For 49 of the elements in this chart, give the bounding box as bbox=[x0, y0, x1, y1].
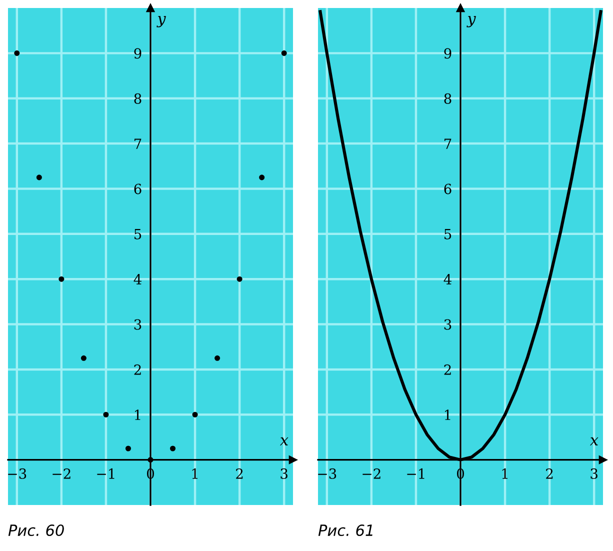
y-tick-label: 4 bbox=[134, 274, 142, 284]
x-tick-label: −1 bbox=[97, 468, 114, 479]
y-tick-label: 2 bbox=[134, 364, 141, 375]
y-tick-label: 7 bbox=[134, 138, 142, 149]
y-tick-label: 3 bbox=[134, 319, 142, 330]
y-tick-label: 8 bbox=[444, 93, 452, 104]
y-tick-label: 4 bbox=[444, 274, 452, 284]
text: Рис. 61 bbox=[318, 524, 372, 536]
x-tick-label: 1 bbox=[502, 468, 508, 479]
y-tick-label: 8 bbox=[134, 93, 142, 104]
point bbox=[259, 174, 265, 180]
point bbox=[103, 412, 109, 418]
y-tick-label: 1 bbox=[445, 410, 450, 420]
point bbox=[58, 276, 64, 282]
y-tick-label: 1 bbox=[135, 410, 140, 420]
y-tick-label: 2 bbox=[444, 364, 451, 375]
point bbox=[80, 355, 86, 361]
y-tick-label: 6 bbox=[134, 184, 142, 194]
x-axis-title: x bbox=[280, 437, 288, 446]
y-tick-label: 3 bbox=[444, 319, 452, 330]
x-tick-label: −2 bbox=[362, 468, 380, 479]
x-tick-label: −3 bbox=[8, 468, 26, 479]
y-tick-label: 6 bbox=[444, 184, 452, 194]
x-tick-label: 3 bbox=[280, 468, 288, 479]
x-tick-label: 2 bbox=[236, 468, 243, 479]
y-tick-label: 9 bbox=[134, 48, 142, 59]
y-axis-title: y bbox=[466, 16, 476, 28]
x-axis-title: x bbox=[590, 437, 598, 446]
x-tick-label: 3 bbox=[590, 468, 598, 479]
point bbox=[125, 446, 132, 452]
point bbox=[281, 50, 287, 56]
x-tick-label: −1 bbox=[407, 468, 424, 479]
point bbox=[36, 174, 42, 180]
x-tick-label: −3 bbox=[318, 468, 336, 479]
point bbox=[192, 412, 198, 418]
text: Рис. 60 bbox=[8, 524, 64, 536]
x-tick-label: −2 bbox=[52, 468, 70, 479]
y-tick-label: 7 bbox=[444, 138, 452, 149]
y-axis-title: y bbox=[156, 16, 166, 28]
x-tick-label: 2 bbox=[546, 468, 553, 479]
point bbox=[214, 355, 220, 361]
point bbox=[14, 50, 20, 56]
y-tick-label: 5 bbox=[444, 229, 452, 240]
x-tick-label: 1 bbox=[192, 468, 198, 479]
point bbox=[148, 457, 154, 463]
point bbox=[170, 446, 176, 452]
y-tick-label: 5 bbox=[134, 229, 142, 240]
point bbox=[236, 276, 242, 282]
y-tick-label: 9 bbox=[444, 48, 452, 59]
